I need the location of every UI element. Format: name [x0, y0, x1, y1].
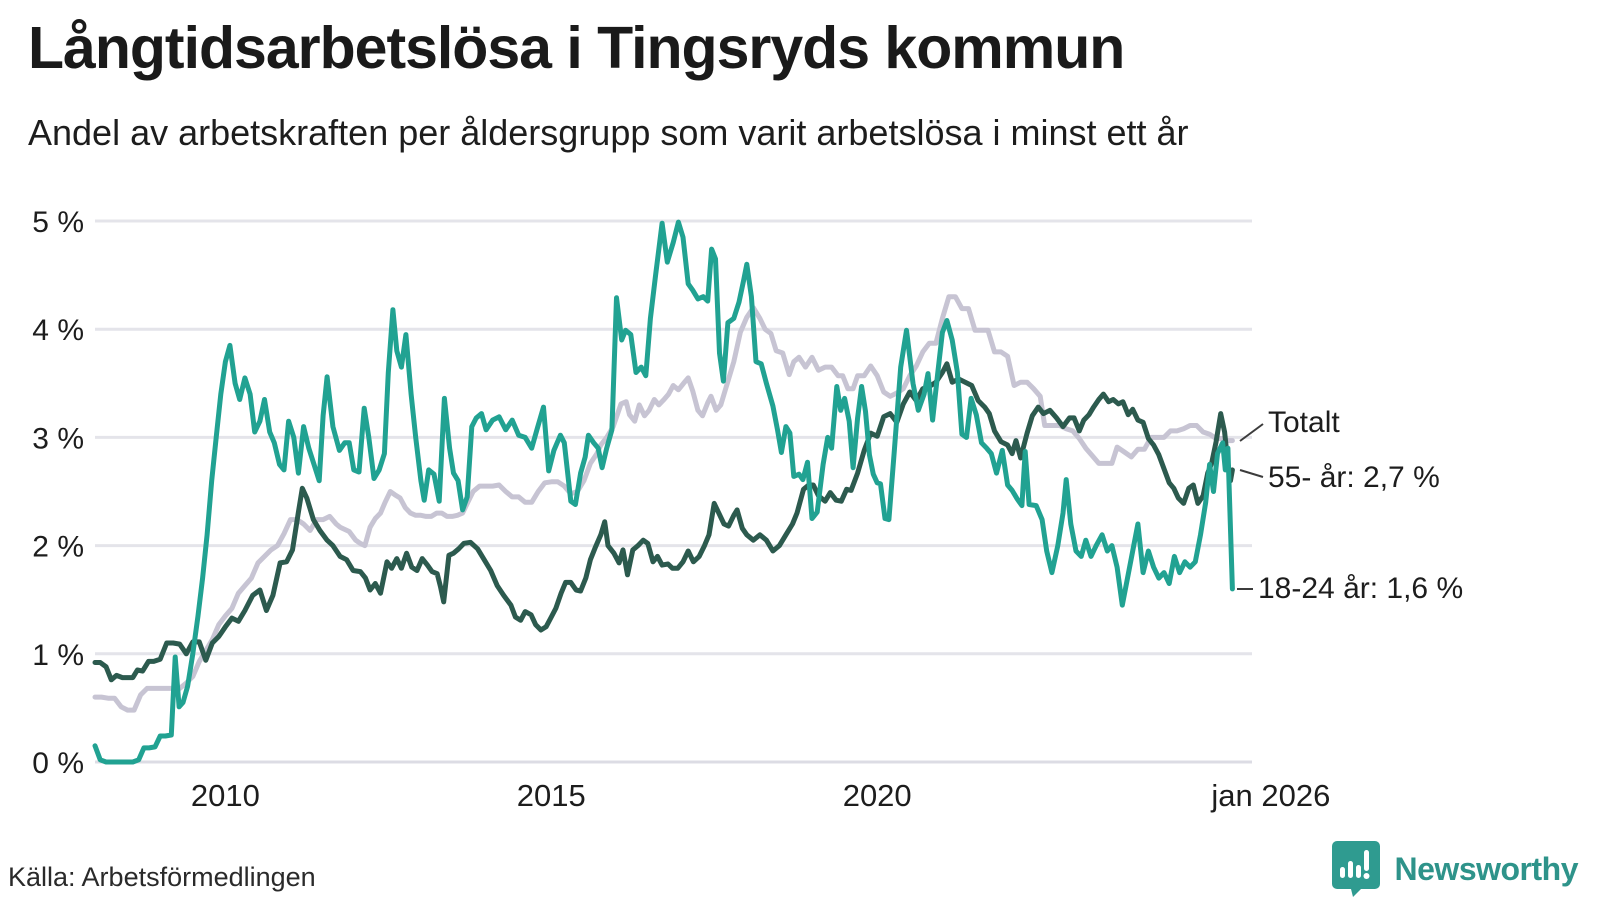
page-title: Långtidsarbetslösa i Tingsryds kommun	[28, 15, 1125, 81]
axis-tick-labels: 0 % 1 % 2 % 3 % 4 % 5 % 2010 2015 2020 jan 2026	[32, 206, 1330, 813]
source-caption: Källa: Arbetsförmedlingen	[8, 862, 316, 892]
y-tick-label: 3 %	[32, 422, 84, 455]
y-tick-label: 0 %	[32, 747, 84, 780]
y-tick-label: 5 %	[32, 206, 84, 239]
x-tick-label: 2015	[517, 778, 586, 813]
series-line-55-r	[92, 361, 1235, 683]
annotation-leader-lines	[1237, 423, 1264, 590]
brand-name: Newsworthy	[1394, 850, 1579, 887]
series-line-18-24-r	[92, 219, 1235, 765]
x-tick-label: 2020	[843, 778, 912, 813]
series-lines	[92, 219, 1235, 765]
brand-logo: Newsworthy	[1331, 840, 1579, 898]
page-subtitle: Andel av arbetskraften per åldersgrupp s…	[28, 112, 1189, 153]
leader-line-0	[1239, 423, 1264, 442]
bar-chart-speech-bubble-icon	[1331, 841, 1380, 897]
y-tick-label: 2 %	[32, 531, 84, 564]
annotation-55-ar: 55- år: 2,7 %	[1268, 461, 1440, 494]
gridlines	[95, 219, 1252, 764]
x-tick-label: jan 2026	[1210, 778, 1330, 813]
y-tick-label: 4 %	[32, 314, 84, 347]
y-tick-label: 1 %	[32, 639, 84, 672]
leader-line-1	[1239, 469, 1264, 478]
annotation-18-24-ar: 18-24 år: 1,6 %	[1258, 572, 1464, 605]
x-tick-label: 2010	[191, 778, 260, 813]
annotation-totalt: Totalt	[1268, 406, 1340, 439]
